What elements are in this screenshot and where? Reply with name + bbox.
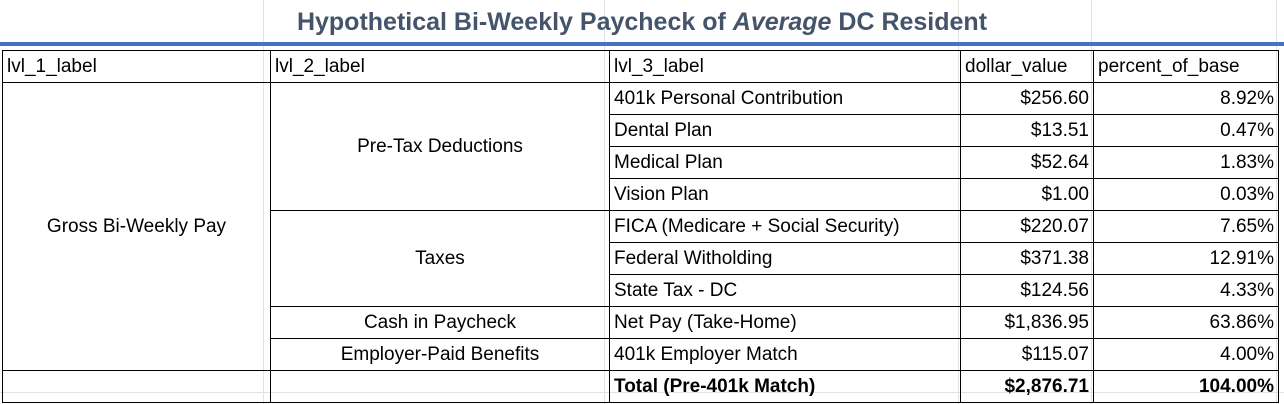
label-cell[interactable]: Dental Plan — [609, 114, 961, 147]
total-dollar-cell[interactable]: $2,876.71 — [960, 370, 1094, 403]
table-row: Dental Plan $13.51 0.47% — [3, 114, 1279, 147]
percent-cell[interactable]: 4.00% — [1093, 338, 1279, 371]
label-cell[interactable]: 401k Employer Match — [609, 338, 961, 371]
title-underline — [0, 42, 1284, 46]
title-post: DC Resident — [831, 8, 988, 36]
table-row: Federal Witholding $371.38 12.91% — [3, 242, 1279, 275]
empty-cell[interactable] — [270, 370, 610, 403]
percent-cell[interactable]: 0.03% — [1093, 178, 1279, 211]
table-row: State Tax - DC $124.56 4.33% — [3, 274, 1279, 307]
label-cell[interactable]: Medical Plan — [609, 146, 961, 179]
table-row: Taxes FICA (Medicare + Social Security) … — [3, 210, 1279, 307]
dollar-cell[interactable]: $1,836.95 — [960, 306, 1094, 339]
table-row: Cash in Paycheck Net Pay (Take-Home) $1,… — [3, 306, 1279, 339]
percent-cell[interactable]: 7.65% — [1093, 210, 1279, 243]
header-row: lvl_1_label lvl_2_label lvl_3_label doll… — [2, 50, 1279, 83]
sheet-title: Hypothetical Bi-Weekly Paycheck of Avera… — [0, 4, 1284, 40]
percent-cell[interactable]: 63.86% — [1093, 306, 1279, 339]
label-cell[interactable]: Net Pay (Take-Home) — [609, 306, 961, 339]
header-cell[interactable]: dollar_value — [960, 50, 1094, 83]
total-percent-cell[interactable]: 104.00% — [1093, 370, 1279, 403]
header-cell[interactable]: lvl_2_label — [270, 50, 610, 83]
percent-cell[interactable]: 1.83% — [1093, 146, 1279, 179]
label-cell[interactable]: State Tax - DC — [609, 274, 961, 307]
group-cell-taxes[interactable]: Taxes — [270, 210, 610, 307]
header-cell[interactable]: lvl_1_label — [2, 50, 271, 83]
label-cell[interactable]: Federal Witholding — [609, 242, 961, 275]
percent-cell[interactable]: 4.33% — [1093, 274, 1279, 307]
header-cell[interactable]: percent_of_base — [1093, 50, 1279, 83]
dollar-cell[interactable]: $371.38 — [960, 242, 1094, 275]
dollar-cell[interactable]: $115.07 — [960, 338, 1094, 371]
empty-cell[interactable] — [2, 370, 271, 403]
header-cell[interactable]: lvl_3_label — [609, 50, 961, 83]
dollar-cell[interactable]: $13.51 — [960, 114, 1094, 147]
label-cell[interactable]: Vision Plan — [609, 178, 961, 211]
percent-cell[interactable]: 8.92% — [1093, 82, 1279, 115]
title-italic: Average — [732, 8, 832, 36]
total-label-cell[interactable]: Total (Pre-401k Match) — [609, 370, 961, 403]
label-cell[interactable]: FICA (Medicare + Social Security) — [609, 210, 961, 243]
label-cell[interactable]: 401k Personal Contribution — [609, 82, 961, 115]
dollar-cell[interactable]: $256.60 — [960, 82, 1094, 115]
dollar-cell[interactable]: $52.64 — [960, 146, 1094, 179]
percent-cell[interactable]: 12.91% — [1093, 242, 1279, 275]
group-cell-pretax[interactable]: Pre-Tax Deductions — [270, 82, 610, 211]
table-row: Medical Plan $52.64 1.83% — [3, 146, 1279, 179]
total-row: Total (Pre-401k Match) $2,876.71 104.00% — [2, 370, 1279, 403]
group-cell-employer[interactable]: Employer-Paid Benefits — [270, 338, 610, 371]
table-row: Gross Bi-Weekly Pay Pre-Tax Deductions 4… — [2, 82, 1279, 371]
title-pre: Hypothetical Bi-Weekly Paycheck of — [296, 8, 733, 36]
paycheck-table: lvl_1_label lvl_2_label lvl_3_label doll… — [2, 50, 1279, 403]
dollar-cell[interactable]: $124.56 — [960, 274, 1094, 307]
group-cell-cash[interactable]: Cash in Paycheck — [270, 306, 610, 339]
dollar-cell[interactable]: $1.00 — [960, 178, 1094, 211]
lvl1-cell[interactable]: Gross Bi-Weekly Pay — [2, 82, 271, 371]
percent-cell[interactable]: 0.47% — [1093, 114, 1279, 147]
dollar-cell[interactable]: $220.07 — [960, 210, 1094, 243]
